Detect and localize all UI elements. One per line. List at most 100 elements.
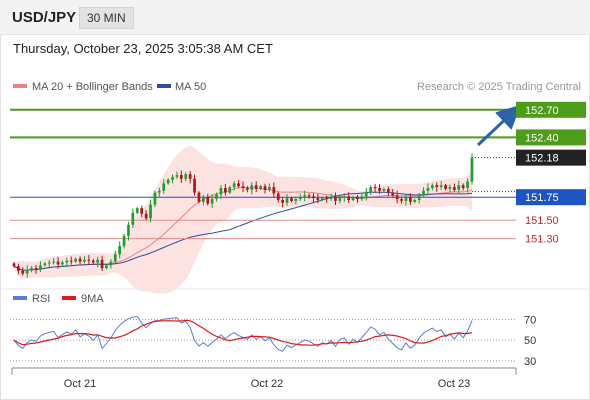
x-tick-label: Oct 23 xyxy=(438,378,470,390)
candle-body xyxy=(457,185,461,190)
candle-body xyxy=(153,192,157,205)
candle-body xyxy=(61,262,64,265)
candle-body xyxy=(30,268,33,270)
candle-body xyxy=(118,246,121,255)
x-tick-label: Oct 22 xyxy=(251,378,283,390)
legend-ma50-label: MA 50 xyxy=(175,81,206,93)
candle-body xyxy=(25,269,29,274)
candle-body xyxy=(69,260,73,262)
candle-body xyxy=(294,199,298,201)
legend-ma20-swatch xyxy=(13,84,27,88)
candle-body xyxy=(74,258,77,262)
level-lines xyxy=(10,108,516,240)
candle-body xyxy=(316,198,320,200)
candle-body xyxy=(404,197,408,201)
candle-body xyxy=(87,259,91,261)
resistance-label: 152.40 xyxy=(525,132,559,144)
candle-body xyxy=(175,175,179,177)
candle-body xyxy=(17,266,20,271)
candle-body xyxy=(197,192,201,202)
level-labels: 152.70 152.40 152.18 151.75 151.50 151.30 xyxy=(516,101,586,246)
candle-body xyxy=(263,186,267,190)
candle-body xyxy=(290,198,293,201)
candle-body xyxy=(21,270,25,274)
candle-body xyxy=(435,185,439,187)
rsi-tick-label: 50 xyxy=(524,335,536,347)
candle-body xyxy=(312,196,315,199)
candle-body xyxy=(65,260,69,263)
candle-body xyxy=(131,212,135,225)
candle-body xyxy=(259,186,262,189)
candle-body xyxy=(413,200,417,202)
rsi-tick-label: 30 xyxy=(524,356,536,368)
candle-body xyxy=(391,192,395,196)
candle-body xyxy=(351,197,355,200)
candle-body xyxy=(113,254,117,262)
candle-body xyxy=(224,188,227,193)
candle-body xyxy=(395,195,399,200)
legend-rsi-label: RSI xyxy=(32,293,50,305)
candle-body xyxy=(448,187,452,189)
candle-body xyxy=(149,204,152,219)
legend-ma20-label: MA 20 + Bollinger Bands xyxy=(32,81,153,93)
candle-body xyxy=(325,198,328,200)
bollinger-band-area xyxy=(14,145,472,294)
legend-rsi-swatch xyxy=(13,296,27,300)
candle-body xyxy=(409,197,412,202)
pivot-label-box xyxy=(516,189,586,206)
candle-body xyxy=(135,208,139,213)
symbol-label: USD/JPY xyxy=(12,9,77,26)
last-price-label: 152.18 xyxy=(525,153,559,165)
candle-body xyxy=(360,196,364,200)
candle-body xyxy=(188,174,192,179)
legend-9ma-swatch xyxy=(62,296,76,300)
candle-body xyxy=(444,185,447,189)
candle-body xyxy=(356,197,359,199)
candle-body xyxy=(96,259,99,263)
candle-body xyxy=(219,188,223,195)
candle-body xyxy=(193,178,196,193)
rsi-tick-label: 70 xyxy=(524,314,536,326)
candle-body xyxy=(422,190,425,196)
candle-body xyxy=(347,196,350,200)
legend-ma50-swatch xyxy=(157,84,171,88)
support-label: 151.50 xyxy=(525,215,559,227)
source-note: Research © 2025 Trading Central xyxy=(417,81,581,93)
candle-body xyxy=(461,185,465,188)
candle-body xyxy=(298,197,302,199)
candle-body xyxy=(56,261,60,265)
candle-body xyxy=(400,199,403,201)
candle-body xyxy=(303,195,306,198)
support-label: 151.30 xyxy=(525,234,559,246)
candle-body xyxy=(83,259,86,262)
timeframe-button[interactable]: 30 MIN xyxy=(79,7,134,29)
candle-body xyxy=(237,183,240,187)
candle-body xyxy=(268,187,271,190)
candle-body xyxy=(307,195,311,197)
candle-body xyxy=(109,261,113,266)
candle-body xyxy=(127,224,130,236)
candle-body xyxy=(334,197,337,201)
candle-body xyxy=(470,157,474,182)
candle-body xyxy=(105,265,108,269)
candle-body xyxy=(246,188,249,190)
candle-body xyxy=(144,213,148,219)
candle-body xyxy=(250,185,254,190)
candle-body xyxy=(320,198,324,200)
ma50-line xyxy=(13,191,473,271)
candle-body xyxy=(378,188,381,191)
candle-body xyxy=(364,192,368,197)
rsi-lines xyxy=(13,315,473,352)
rsi-levels: 70 50 30 xyxy=(10,314,536,368)
resistance-label-box xyxy=(516,101,586,118)
candle-body xyxy=(12,263,16,267)
candle-body xyxy=(34,268,38,269)
candle-body xyxy=(241,186,245,188)
candle-body xyxy=(387,188,390,193)
candle-body xyxy=(78,258,82,262)
candle-body xyxy=(210,199,214,204)
candle-body xyxy=(52,261,55,263)
candle-body xyxy=(369,187,372,193)
target-arrow xyxy=(476,104,521,147)
